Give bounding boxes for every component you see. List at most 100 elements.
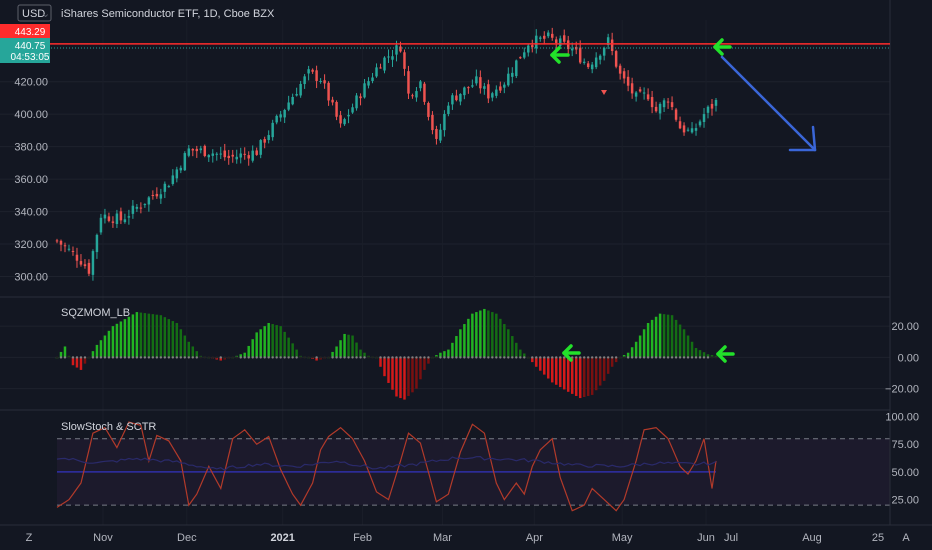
time-tick-label: May — [612, 532, 633, 544]
squeeze-dot — [343, 356, 346, 359]
candle-body — [598, 55, 602, 60]
candle-body — [203, 145, 207, 156]
momentum-bar — [519, 349, 522, 358]
candle-body — [606, 37, 610, 45]
left-arrow-icon[interactable] — [562, 344, 581, 362]
squeeze-dot — [399, 356, 402, 359]
candle-body — [578, 47, 582, 63]
candle-body — [395, 45, 398, 55]
squeeze-dot — [634, 356, 638, 359]
momentum-bar — [291, 343, 294, 358]
momentum-bar — [499, 318, 502, 358]
momentum-bar — [151, 314, 155, 358]
squeeze-dot — [259, 356, 262, 359]
candle-body — [115, 213, 119, 225]
squeeze-dot — [602, 356, 606, 359]
candle-body — [151, 194, 155, 196]
squeeze-dot — [714, 356, 718, 359]
momentum-bar — [479, 310, 482, 358]
candle-body — [499, 86, 502, 91]
momentum-bar — [403, 357, 406, 400]
currency-toggle-icon[interactable]: ⌄ — [41, 8, 50, 20]
momentum-bar — [439, 352, 442, 358]
squeeze-dot — [590, 356, 594, 359]
candle-body — [351, 107, 354, 113]
momentum-bar — [674, 319, 678, 358]
price-tick-label: 320.00 — [14, 239, 48, 251]
momentum-bar — [670, 315, 674, 358]
squeeze-dot — [674, 356, 678, 359]
down-right-arrow-icon[interactable] — [720, 55, 817, 152]
squeeze-dot — [662, 356, 666, 359]
squeeze-dot — [263, 356, 266, 359]
price-axis[interactable]: 300.00 320.00 340.00 360.00 380.00 400.00 420.… — [14, 77, 48, 284]
candle-body — [479, 77, 482, 89]
squeeze-dot — [467, 356, 470, 359]
squeeze-dot — [235, 356, 238, 359]
candle-body — [299, 83, 302, 96]
squeeze-dot — [694, 356, 698, 359]
squeeze-dot — [563, 356, 566, 359]
squeeze-dot — [575, 356, 578, 359]
left-arrow-icon[interactable] — [550, 46, 570, 64]
candle-body — [263, 139, 266, 143]
time-tick-label: Jun — [697, 532, 715, 544]
momentum-bar — [598, 357, 602, 386]
momentum-bar — [543, 357, 546, 375]
candle-body — [287, 102, 290, 110]
price-tick-label: 300.00 — [14, 272, 48, 284]
momentum-bar — [578, 357, 582, 399]
squeeze-dot — [55, 356, 59, 359]
squeeze-dot — [387, 356, 390, 359]
squeeze-dot — [559, 356, 562, 359]
candle-body — [227, 155, 230, 159]
squeeze-dot — [107, 356, 111, 359]
squeeze-dot — [650, 356, 654, 359]
candle-body — [195, 148, 199, 152]
resistance-price-badge: 443.29 — [0, 24, 50, 38]
candle-body — [399, 46, 402, 52]
squeeze-dot — [706, 356, 710, 359]
stoch-axis[interactable]: 100.00 75.00 50.00 25.00 — [885, 412, 919, 507]
squeeze-dot — [626, 356, 630, 359]
momentum-bar — [702, 352, 706, 358]
currency-box[interactable] — [17, 4, 52, 22]
squeeze-dot — [359, 356, 362, 359]
squeeze-dot — [475, 356, 478, 359]
momentum-axis[interactable]: 20.00 0.00 −20.00 — [885, 321, 919, 396]
candle-body — [551, 33, 554, 38]
momentum-bar — [467, 318, 470, 358]
left-arrow-icon[interactable] — [713, 38, 732, 56]
candle-body — [662, 100, 666, 108]
candle-body — [411, 95, 414, 97]
squeeze-dot — [119, 356, 123, 359]
stoch-lines — [56, 421, 890, 512]
squeeze-dot — [583, 356, 586, 359]
time-tick-label: Nov — [93, 532, 113, 544]
left-arrow-icon[interactable] — [716, 345, 735, 363]
candle-body — [183, 153, 187, 171]
momentum-bar — [131, 314, 135, 358]
momentum-bar — [387, 357, 390, 383]
squeeze-dot — [331, 356, 334, 359]
momentum-bar — [295, 349, 298, 358]
candle-body — [79, 261, 83, 265]
zoom-reset-button[interactable]: Z — [26, 532, 33, 544]
candle-body — [255, 150, 258, 155]
stoch-tick-label: 50.00 — [891, 467, 919, 479]
momentum-bar — [71, 357, 75, 366]
time-axis[interactable]: Nov Dec 2021 Feb Mar Apr May Jun Jul Aug 25 — [93, 532, 884, 544]
candle-body — [543, 35, 546, 39]
squeeze-dot — [171, 356, 175, 359]
currency-label[interactable]: USD — [22, 8, 45, 20]
auto-scale-button[interactable]: A — [902, 532, 910, 544]
candle-body — [327, 82, 330, 101]
momentum-bar — [427, 357, 430, 364]
candle-body — [582, 61, 586, 63]
squeeze-dot — [191, 356, 194, 359]
momentum-bar — [91, 351, 95, 358]
momentum-bar — [511, 336, 514, 358]
momentum-bar — [698, 350, 702, 358]
squeeze-dot — [527, 356, 530, 359]
time-tick-label: Apr — [526, 532, 543, 544]
